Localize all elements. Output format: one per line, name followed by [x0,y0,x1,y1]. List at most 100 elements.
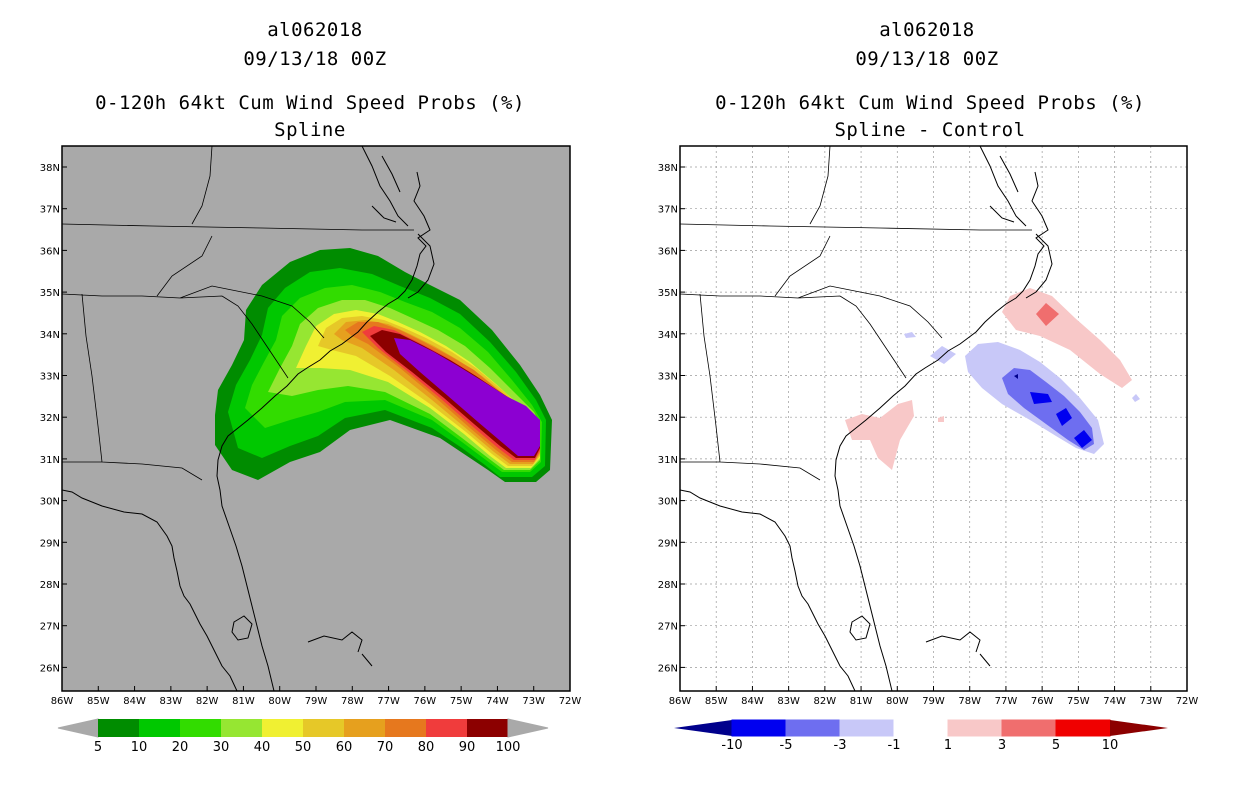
diff-region-minus5-to-minus10-c [1074,430,1092,448]
lat-tick-label: 37N [658,205,678,216]
lat-tick-label: 28N [40,580,60,591]
lat-tick-label: 26N [40,663,60,674]
lon-tick-label: 83W [160,696,183,707]
colorbar-label: 1 [944,738,952,753]
left-date: 09/13/18 00Z [243,48,387,70]
lon-tick-label: 76W [1031,696,1054,707]
colorbar-swatch [785,719,841,737]
lon-tick-label: 80W [886,696,909,707]
colorbar-swatch [1055,719,1111,737]
left-subtitle: Spline [274,119,346,141]
colorbar-swatch [303,719,344,737]
diff-region-1-to-3-northeast [1002,288,1132,388]
left-probability-contours [62,146,552,691]
colorbar-swatch [893,719,949,737]
lon-tick-label: 78W [341,696,364,707]
lat-tick-label: 38N [40,163,60,174]
right-product: 0-120h 64kt Cum Wind Speed Probs (%) [715,92,1145,114]
lon-tick-label: 75W [1067,696,1090,707]
lat-tick-label: 35N [40,288,60,299]
lat-tick-label: 30N [40,497,60,508]
colorbar-label: 100 [496,740,521,755]
lon-tick-label: 74W [486,696,509,707]
lat-tick-label: 36N [40,246,60,257]
colorbar-swatch [180,719,221,737]
left-colorbar: 5 10 20 30 40 50 60 70 80 90 100 [57,718,549,755]
lon-tick-label: 80W [268,696,291,707]
colorbar-label: -5 [780,738,793,753]
lat-tick-label: 34N [40,330,60,341]
right-title-block: al062018 09/13/18 00Z [672,16,1182,74]
colorbar-swatch [221,719,262,737]
lon-tick-label: 84W [123,696,146,707]
colorbar-label: 80 [418,740,435,755]
diff-region-minus5-to-minus10-b [1056,408,1072,426]
left-map: 86W 85W 84W 83W 82W 81W 80W 79W 78W 77W 76W 75W 74W 7… [40,145,582,707]
right-axis-ticks: 86W 85W 84W 83W 82W 81W 80W 79W 78W 77W 76W 75W 74W 7… [658,163,1199,707]
diff-region-minus3-dot [904,332,916,338]
right-map: 86W 85W 84W 83W 82W 81W 80W 79W 78W 77W 76W 75W 74W 7… [658,145,1199,707]
lon-tick-label: 81W [232,696,255,707]
colorbar-label: 50 [295,740,312,755]
lon-tick-label: 85W [87,696,110,707]
right-difference-contours [680,146,1140,691]
diff-region-small-red [938,416,944,422]
lon-tick-label: 72W [559,696,582,707]
lon-tick-label: 84W [741,696,764,707]
lon-tick-label: 81W [850,696,873,707]
left-title-block: al062018 09/13/18 00Z [60,16,570,74]
colorbar-swatch [385,719,426,737]
lat-tick-label: 31N [658,455,678,466]
lon-tick-label: 77W [995,696,1018,707]
diff-region-1-to-3-southwest [845,400,914,470]
colorbar-label: 20 [172,740,189,755]
colorbar-swatch [139,719,180,737]
colorbar-label: 70 [377,740,394,755]
colorbar-label: -10 [721,738,742,753]
colorbar-lower-triangle [57,718,99,738]
right-date: 09/13/18 00Z [855,48,999,70]
lat-tick-label: 37N [40,205,60,216]
lon-tick-label: 74W [1103,696,1126,707]
left-storm-id: al062018 [267,19,363,41]
colorbar-swatch [262,719,303,737]
lon-tick-label: 79W [922,696,945,707]
lon-tick-label: 73W [1139,696,1162,707]
colorbar-label: 40 [254,740,271,755]
lat-tick-label: 28N [658,580,678,591]
colorbar-label: 30 [213,740,230,755]
colorbar-label: -1 [888,738,901,753]
lon-tick-label: 78W [958,696,981,707]
diff-region-minus3-to-minus5 [1002,368,1094,450]
contour-100 [394,338,540,456]
lon-tick-label: 82W [814,696,837,707]
colorbar-label: 5 [94,740,102,755]
left-product: 0-120h 64kt Cum Wind Speed Probs (%) [95,92,525,114]
diff-region-3-to-5 [1036,303,1059,326]
lat-tick-label: 30N [658,497,678,508]
colorbar-swatch [839,719,895,737]
lat-tick-label: 32N [40,413,60,424]
right-subtitle: Spline - Control [834,119,1026,141]
lat-tick-label: 35N [658,288,678,299]
colorbar-label: 90 [459,740,476,755]
lat-tick-label: 32N [658,413,678,424]
colorbar-swatch [1001,719,1057,737]
colorbar-label: 10 [1102,738,1119,753]
lon-tick-label: 83W [777,696,800,707]
lat-tick-label: 33N [40,372,60,383]
colorbar-label: -3 [834,738,847,753]
lat-tick-label: 26N [658,663,678,674]
colorbar-swatch [426,719,467,737]
lat-tick-label: 38N [658,163,678,174]
colorbar-label: 60 [336,740,353,755]
lon-tick-label: 77W [377,696,400,707]
left-axis-ticks: 86W 85W 84W 83W 82W 81W 80W 79W 78W 77W 76W 75W 74W 7… [40,163,582,707]
colorbar-upper-triangle [1110,720,1168,736]
right-storm-id: al062018 [879,19,975,41]
diff-region-minus5-to-minus10-a [1030,392,1052,404]
colorbar-swatch [947,719,1003,737]
colorbar-label: 10 [131,740,148,755]
lat-tick-label: 36N [658,246,678,257]
